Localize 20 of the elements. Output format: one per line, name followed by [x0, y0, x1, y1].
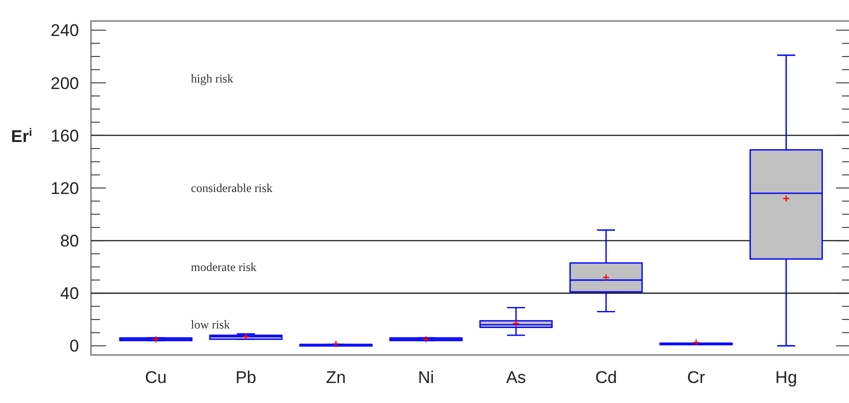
x-tick-label: Cr [687, 368, 706, 387]
y-tick-label: 0 [70, 336, 79, 356]
x-tick-label: Pb [235, 368, 256, 387]
x-tick-label: Zn [326, 368, 346, 387]
y-tick-label: 160 [50, 126, 79, 146]
y-axis-title: Er$^{i}$ [11, 126, 32, 146]
y-tick-label: 80 [60, 232, 79, 251]
annotation: considerable risk [190, 181, 273, 196]
x-tick-label: As [506, 368, 526, 387]
annotation: moderate risk [190, 260, 257, 274]
y-tick-label: 240 [50, 21, 79, 40]
x-tick-label: Hg [775, 368, 798, 387]
annotation: low risk [190, 317, 230, 332]
x-tick-label: Cd [595, 368, 617, 387]
x-tick-label: Ni [418, 368, 434, 387]
y-tick-label: 200 [50, 74, 79, 93]
y-tick-label: 120 [50, 178, 79, 198]
x-tick-label: Cu [144, 368, 167, 387]
y-tick-label: 40 [60, 284, 79, 304]
annotation: high risk [190, 71, 234, 86]
